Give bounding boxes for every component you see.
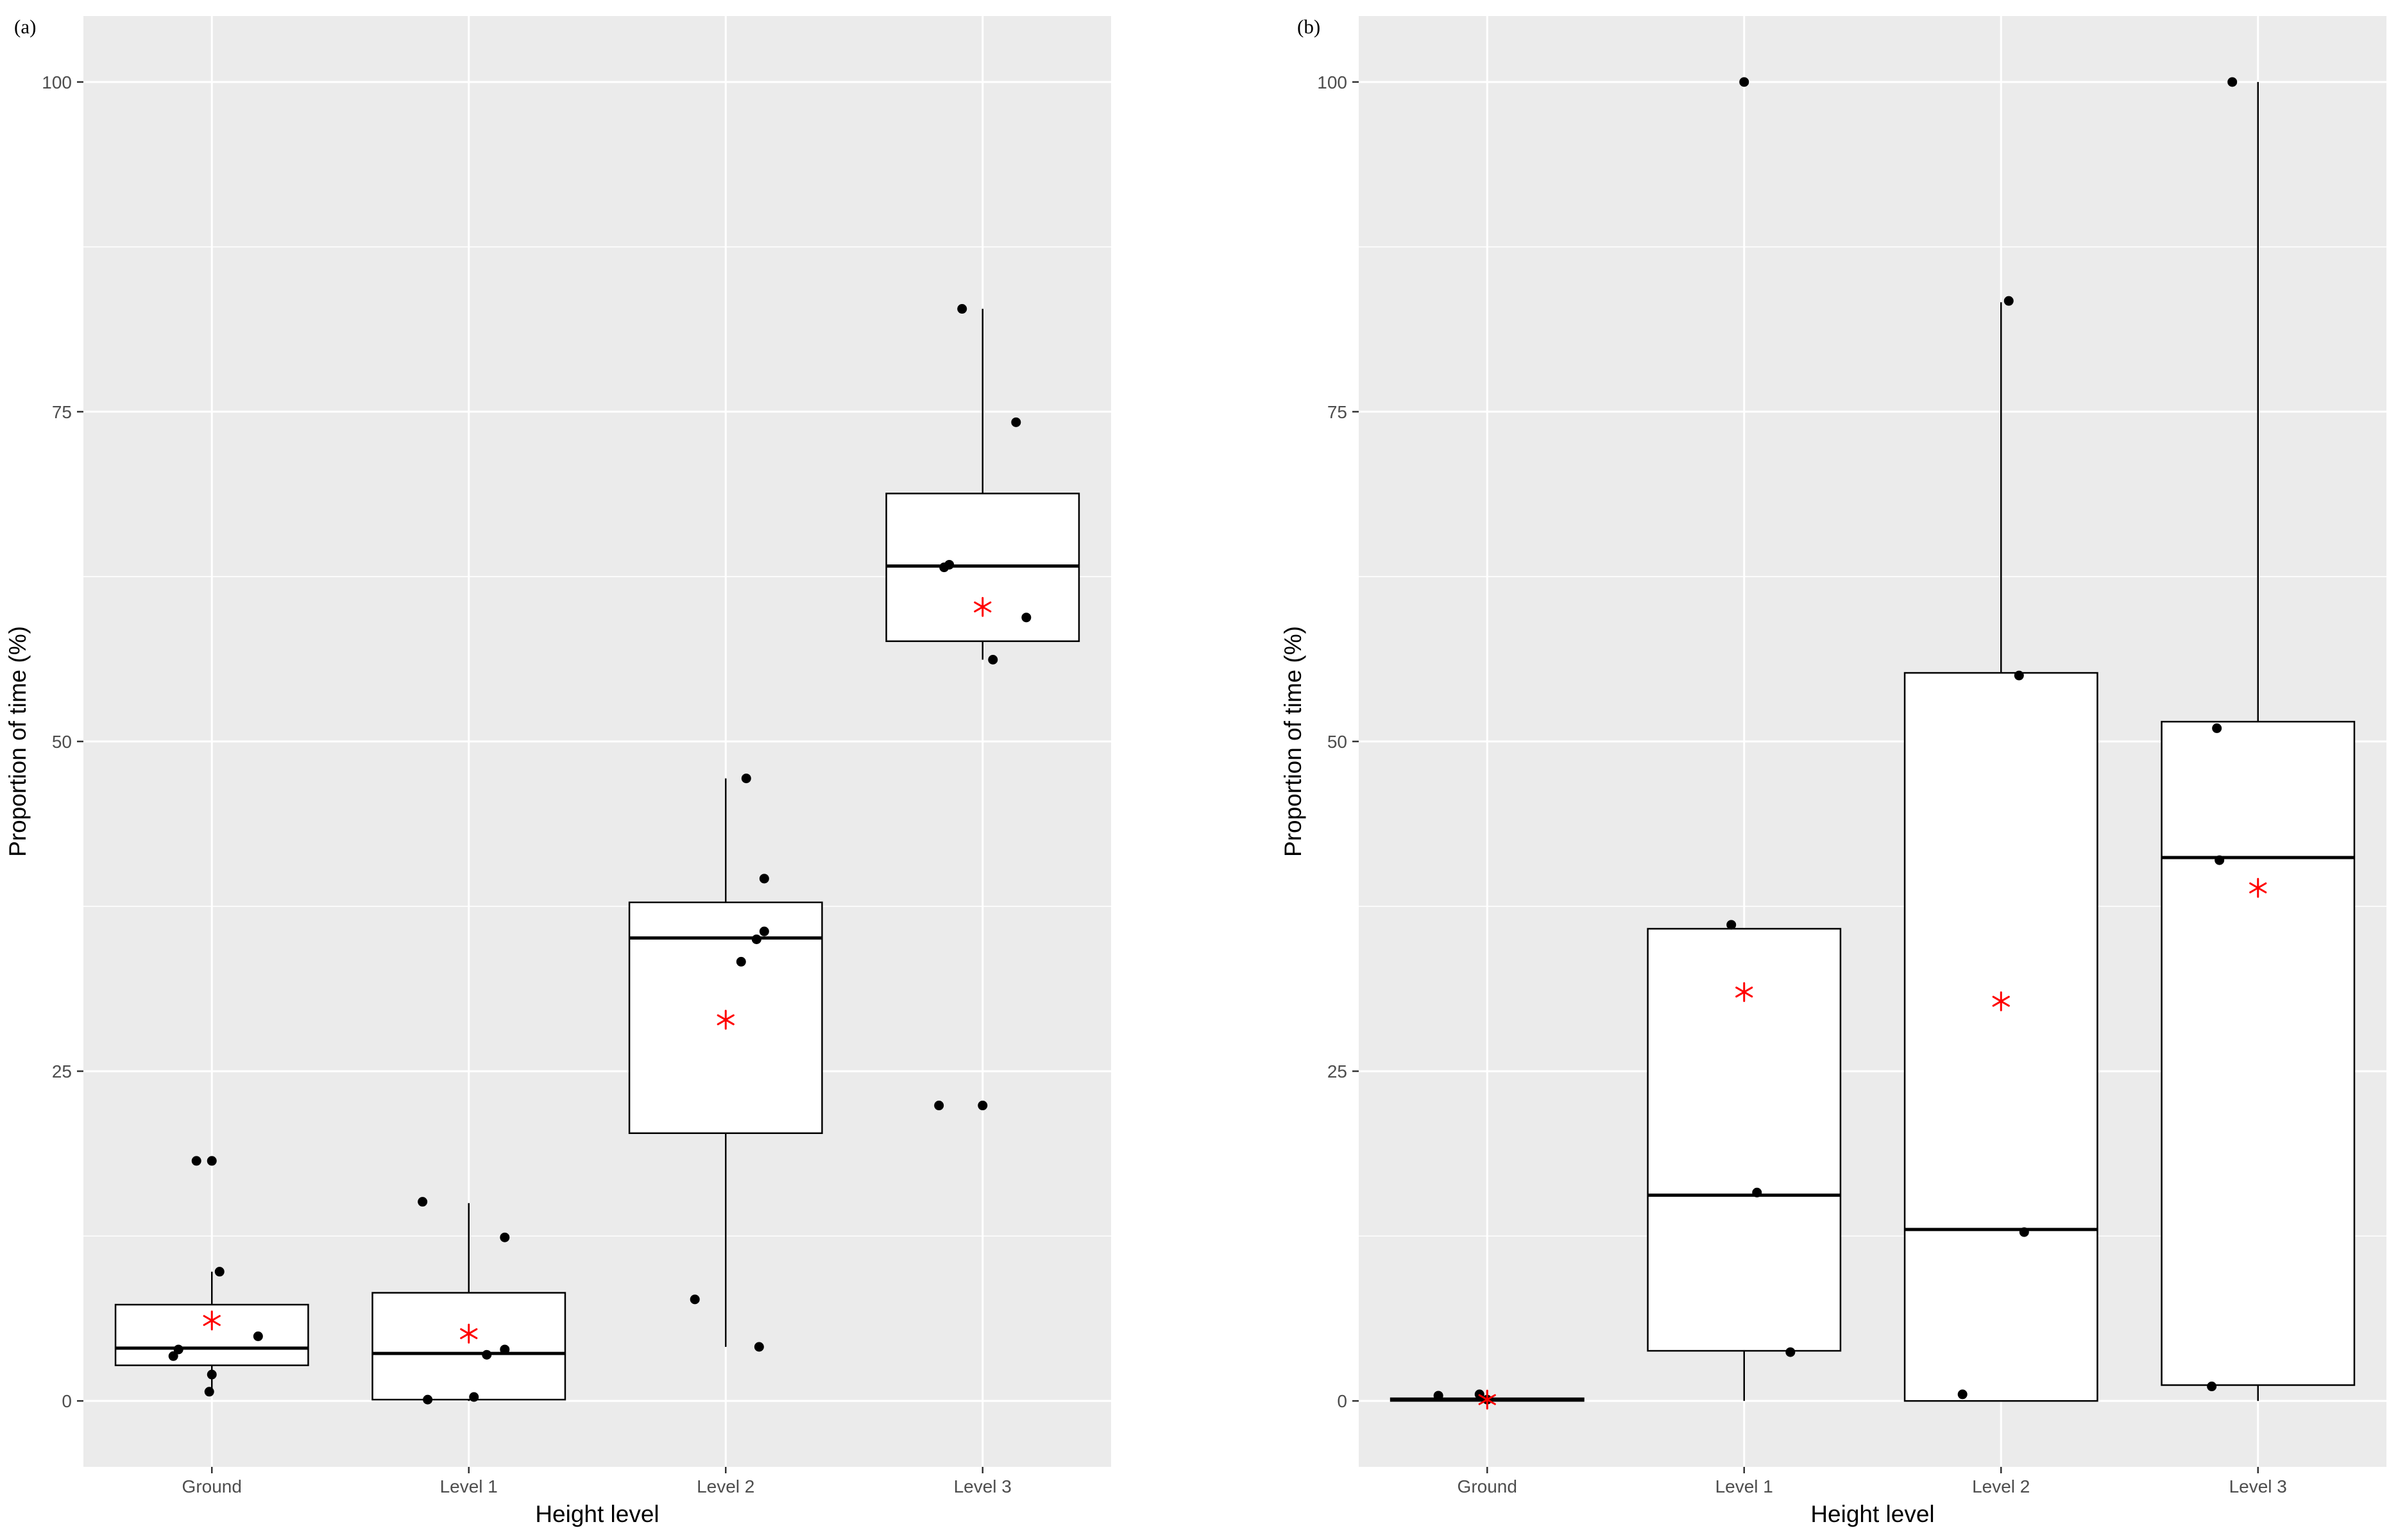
data-point [934,1101,944,1111]
x-axis-title: Height level [1810,1501,1934,1527]
data-point [469,1392,479,1402]
mean-marker-level-2 [1992,991,2010,1011]
mean-marker-ground [1478,1389,1496,1410]
x-axis-title: Height level [535,1501,659,1527]
mean-marker-level-2 [717,1010,735,1030]
data-point [191,1156,201,1166]
box-iqr [371,1292,566,1401]
panel-a-label: (a) [14,15,36,38]
x-tick-label-level-1: Level 1 [1715,1477,1773,1496]
data-point [207,1369,217,1380]
x-tick-label-level-2: Level 2 [697,1477,754,1496]
panel-a: 0 25 50 75 100 Ground Level 1 Level 2 Level 3 Hei… [4,15,1111,1527]
x-tick-label-ground: Ground [1458,1477,1517,1496]
data-point [482,1350,492,1360]
data-point [754,1342,764,1352]
data-point [207,1156,217,1166]
mean-marker-ground [203,1310,221,1331]
box-iqr [1903,672,2098,1402]
y-tick-label: 50 [1327,732,1347,752]
x-tick-label-ground: Ground [182,1477,242,1496]
data-point [988,655,998,665]
data-point [1433,1391,1443,1401]
data-point [957,304,967,314]
x-tick-label-level-3: Level 3 [2229,1477,2287,1496]
y-tick-label: 75 [1327,402,1347,422]
x-tick-label-level-1: Level 1 [440,1477,498,1496]
x-tick-label-level-2: Level 2 [1972,1477,2030,1496]
data-point [1739,77,1749,87]
mean-marker-stroke [1735,986,1753,998]
y-tick-label: 25 [1327,1062,1347,1081]
box-iqr [2161,720,2356,1386]
data-point [1785,1347,1796,1357]
data-point [978,1101,988,1111]
mean-marker-stroke [1478,1394,1496,1405]
data-point [500,1232,510,1242]
data-point [2212,723,2222,733]
data-point [1021,613,1032,623]
mean-marker-stroke [203,1315,221,1326]
y-tick-label: 100 [42,72,72,92]
data-point [423,1394,433,1405]
data-point [759,926,769,936]
data-point [1752,1187,1762,1197]
y-tick-label: 75 [52,402,72,422]
data-point [2227,77,2238,87]
mean-marker-stroke [717,1014,735,1026]
mean-marker-stroke [460,1328,478,1339]
y-tick-label: 25 [52,1062,72,1081]
data-point [1726,920,1737,930]
data-point [2207,1382,2217,1392]
data-point [736,956,746,967]
data-point [500,1344,510,1355]
data-point [690,1294,700,1305]
y-tick-label: 50 [52,732,72,752]
data-point [944,559,955,570]
y-axis-title: Proportion of time (%) [1280,626,1306,857]
box-level-2 [1903,302,2098,1402]
y-tick-label: 100 [1317,72,1347,92]
data-point [204,1387,214,1397]
data-point [751,934,761,944]
box-level-1 [371,1203,566,1401]
x-tick-label-level-3: Level 3 [954,1477,1012,1496]
y-tick-label: 0 [1337,1391,1347,1411]
data-point [214,1267,225,1277]
mean-marker-level-3 [2249,877,2267,898]
data-point [2014,670,2024,681]
mean-marker-stroke [1992,995,2010,1007]
y-axis-title: Proportion of time (%) [4,626,31,857]
data-point [173,1344,183,1355]
mean-marker-level-1 [460,1323,478,1344]
data-point [741,774,751,784]
data-point [1011,417,1021,427]
panel-b: 0 25 50 75 100 Ground Level 1 Level 2 Level 3 Hei… [1280,15,2386,1527]
mean-marker-level-1 [1735,982,1753,1003]
mean-marker-level-3 [974,597,992,617]
data-point [2003,296,2014,306]
data-point [253,1331,263,1341]
y-tick-label: 0 [62,1391,72,1411]
data-point [2019,1227,2029,1237]
mean-marker-stroke [2249,882,2267,893]
data-point [2215,855,2225,865]
mean-marker-stroke [974,601,992,613]
data-point [1957,1389,1968,1400]
data-point [418,1197,428,1207]
box-level-3 [2161,81,2356,1401]
data-point [168,1351,178,1361]
data-point [759,874,769,884]
panel-b-label: (b) [1297,15,1320,38]
